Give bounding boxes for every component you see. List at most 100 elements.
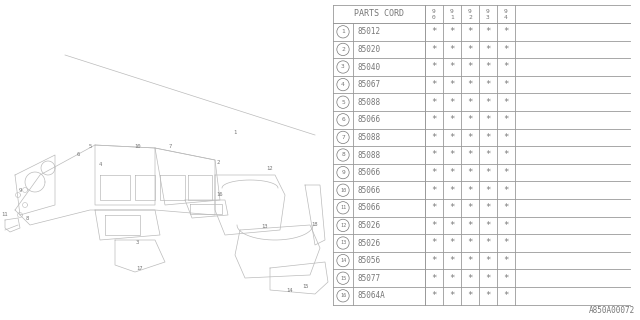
Text: 9: 9 xyxy=(450,9,454,14)
Text: *: * xyxy=(467,115,473,124)
Text: *: * xyxy=(485,45,491,54)
Text: *: * xyxy=(431,168,436,177)
Text: *: * xyxy=(485,133,491,142)
Text: *: * xyxy=(485,80,491,89)
Text: *: * xyxy=(431,115,436,124)
Text: *: * xyxy=(431,186,436,195)
Text: *: * xyxy=(485,186,491,195)
Text: *: * xyxy=(431,150,436,159)
Text: *: * xyxy=(503,133,509,142)
Text: 15: 15 xyxy=(303,284,309,290)
Text: *: * xyxy=(431,62,436,71)
Text: 6: 6 xyxy=(341,117,345,122)
Text: *: * xyxy=(485,274,491,283)
Text: 6: 6 xyxy=(76,153,79,157)
Text: 3: 3 xyxy=(486,15,490,20)
Text: *: * xyxy=(449,98,454,107)
Text: *: * xyxy=(449,291,454,300)
Text: 11: 11 xyxy=(340,205,346,210)
Text: 4: 4 xyxy=(341,82,345,87)
Text: 85066: 85066 xyxy=(357,186,380,195)
Text: *: * xyxy=(503,150,509,159)
Text: *: * xyxy=(449,238,454,247)
Text: *: * xyxy=(431,27,436,36)
Text: *: * xyxy=(503,256,509,265)
Text: *: * xyxy=(467,168,473,177)
Text: 85088: 85088 xyxy=(357,98,380,107)
Text: *: * xyxy=(485,221,491,230)
Text: 85056: 85056 xyxy=(357,256,380,265)
Text: 16: 16 xyxy=(340,293,346,298)
Text: *: * xyxy=(503,45,509,54)
Text: *: * xyxy=(467,133,473,142)
Text: *: * xyxy=(467,80,473,89)
Text: *: * xyxy=(503,27,509,36)
Text: *: * xyxy=(467,62,473,71)
Text: 15: 15 xyxy=(340,276,346,281)
Text: *: * xyxy=(485,150,491,159)
Text: *: * xyxy=(449,186,454,195)
Text: 7: 7 xyxy=(168,145,172,149)
Text: 3: 3 xyxy=(341,65,345,69)
Text: 85026: 85026 xyxy=(357,238,380,247)
Text: *: * xyxy=(467,98,473,107)
Text: *: * xyxy=(485,115,491,124)
Text: 1: 1 xyxy=(234,131,237,135)
Text: 13: 13 xyxy=(340,241,346,245)
Text: *: * xyxy=(431,98,436,107)
Text: *: * xyxy=(467,203,473,212)
Text: *: * xyxy=(431,80,436,89)
Text: *: * xyxy=(503,203,509,212)
Text: 9: 9 xyxy=(432,9,436,14)
Text: 2: 2 xyxy=(216,159,220,164)
Text: *: * xyxy=(485,98,491,107)
Text: *: * xyxy=(431,274,436,283)
Text: 8: 8 xyxy=(26,215,29,220)
Text: 9: 9 xyxy=(504,9,508,14)
Text: *: * xyxy=(503,168,509,177)
Text: *: * xyxy=(449,274,454,283)
Text: *: * xyxy=(431,291,436,300)
Text: 85020: 85020 xyxy=(357,45,380,54)
Text: *: * xyxy=(485,168,491,177)
Text: 1: 1 xyxy=(341,29,345,34)
Text: *: * xyxy=(431,203,436,212)
Text: A850A00072: A850A00072 xyxy=(589,306,635,315)
Text: *: * xyxy=(503,80,509,89)
Text: *: * xyxy=(503,115,509,124)
Text: *: * xyxy=(431,221,436,230)
Text: *: * xyxy=(431,133,436,142)
Text: *: * xyxy=(449,133,454,142)
Text: *: * xyxy=(449,256,454,265)
Text: 5: 5 xyxy=(88,145,92,149)
Text: 10: 10 xyxy=(340,188,346,193)
Text: *: * xyxy=(485,27,491,36)
Text: *: * xyxy=(449,27,454,36)
Text: *: * xyxy=(467,256,473,265)
Text: 85088: 85088 xyxy=(357,133,380,142)
Text: 10: 10 xyxy=(135,145,141,149)
Text: *: * xyxy=(503,291,509,300)
Text: 12: 12 xyxy=(267,165,273,171)
Text: 0: 0 xyxy=(432,15,436,20)
Text: *: * xyxy=(449,80,454,89)
Text: *: * xyxy=(485,238,491,247)
Text: *: * xyxy=(485,62,491,71)
Text: 4: 4 xyxy=(504,15,508,20)
Text: 9: 9 xyxy=(341,170,345,175)
Text: *: * xyxy=(431,45,436,54)
Text: 14: 14 xyxy=(340,258,346,263)
Text: *: * xyxy=(431,238,436,247)
Text: 8: 8 xyxy=(341,153,345,157)
Text: *: * xyxy=(449,150,454,159)
Text: *: * xyxy=(449,45,454,54)
Text: 11: 11 xyxy=(2,212,8,218)
Text: 1: 1 xyxy=(450,15,454,20)
Text: *: * xyxy=(485,256,491,265)
Text: *: * xyxy=(503,221,509,230)
Text: 85088: 85088 xyxy=(357,150,380,159)
Text: 9: 9 xyxy=(486,9,490,14)
Text: 85040: 85040 xyxy=(357,62,380,71)
Text: *: * xyxy=(467,27,473,36)
Text: 14: 14 xyxy=(287,287,293,292)
